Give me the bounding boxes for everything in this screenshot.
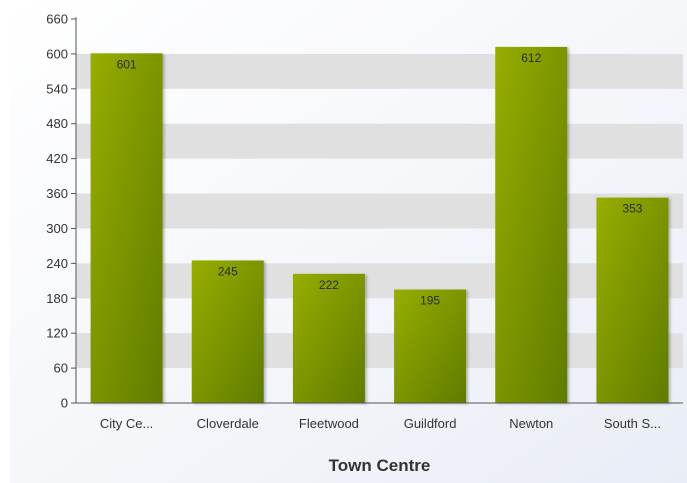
y-tick-label: 360 <box>46 186 68 201</box>
grid-band <box>76 193 683 229</box>
bar <box>90 53 163 404</box>
x-category-label: Cloverdale <box>197 416 259 431</box>
x-category-label: Fleetwood <box>299 416 359 431</box>
chart-panel: 601 245 222 195 612 353 0 60 120 180 240 300 360 420… <box>10 0 687 483</box>
bar-value-label: 612 <box>521 51 541 65</box>
y-tick-label: 420 <box>46 151 68 166</box>
bar-value-label: 222 <box>319 278 339 292</box>
y-tick-label: 480 <box>46 116 68 131</box>
y-tick-label: 660 <box>46 12 68 27</box>
grid-band <box>76 53 683 89</box>
x-category-label: City Ce... <box>100 416 153 431</box>
y-tick-label: 300 <box>46 221 68 236</box>
bar <box>191 260 264 403</box>
grid-bands <box>76 53 683 369</box>
x-axis-title: Town Centre <box>329 456 431 475</box>
x-category-label: Newton <box>509 416 553 431</box>
y-tick-label: 120 <box>46 326 68 341</box>
bar-value-label: 353 <box>622 202 642 216</box>
grid-band <box>76 263 683 299</box>
x-category-label: South S... <box>604 416 661 431</box>
bar <box>495 46 568 403</box>
bar <box>292 273 365 403</box>
grid-band <box>76 333 683 369</box>
y-tick-label: 180 <box>46 291 68 306</box>
bar-value-label: 245 <box>218 264 238 278</box>
axes <box>75 17 683 404</box>
bars: 601 245 222 195 612 353 <box>90 46 669 404</box>
y-tick-label: 600 <box>46 46 68 61</box>
y-axis-ticks: 0 60 120 180 240 300 360 420 480 540 600 660 <box>46 12 76 411</box>
grid-band <box>76 123 683 159</box>
y-tick-label: 240 <box>46 256 68 271</box>
bar <box>596 197 669 403</box>
y-tick-label: 0 <box>61 396 68 411</box>
y-tick-label: 60 <box>54 361 68 376</box>
bar <box>394 289 467 403</box>
bar-value-label: 195 <box>420 294 440 308</box>
bar-chart: 601 245 222 195 612 353 0 60 120 180 240 300 360 420… <box>46 12 683 475</box>
x-category-label: Guildford <box>404 416 457 431</box>
bar-value-label: 601 <box>117 57 137 71</box>
x-axis-categories: City Ce... Cloverdale Fleetwood Guildford Ne… <box>100 416 661 431</box>
y-tick-label: 540 <box>46 81 68 96</box>
